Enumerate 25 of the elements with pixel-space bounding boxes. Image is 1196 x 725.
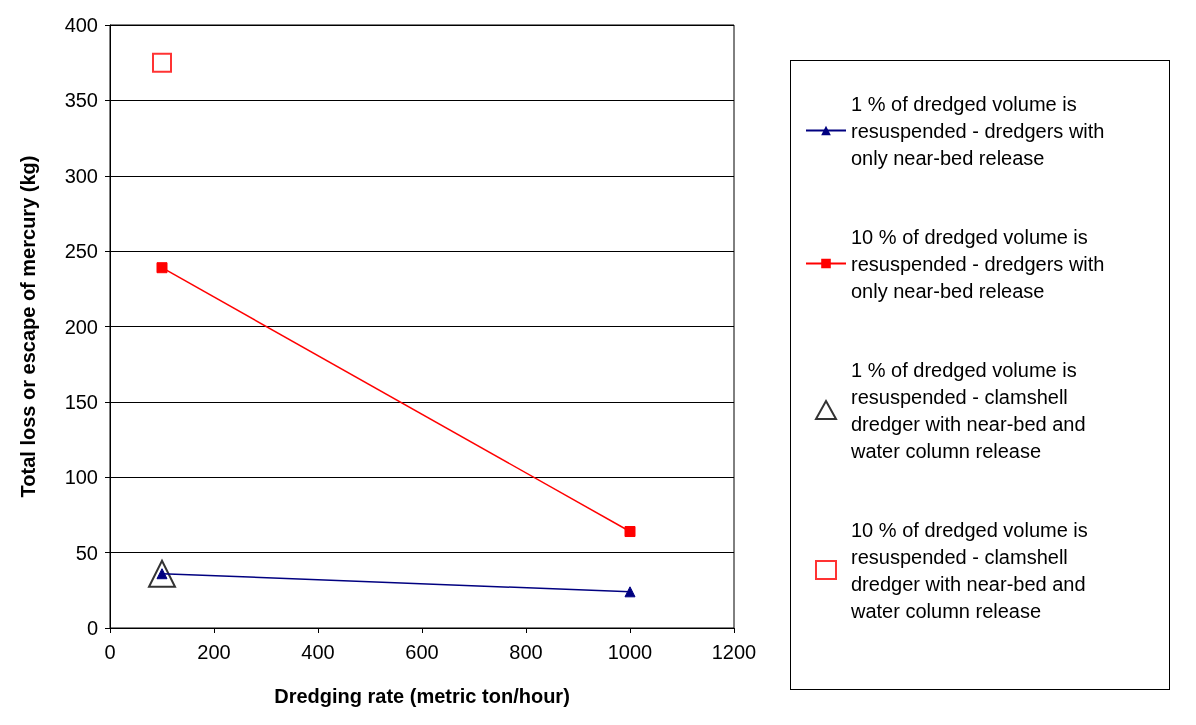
y-tick-label: 100 — [64, 466, 98, 489]
y-tick-label: 50 — [75, 541, 98, 564]
legend-label: 1 % of dredged volume is resuspended - clamshell dredger with near-bed and water column release — [850, 358, 1092, 462]
legend-label: 1 % of dredged volume is resuspended - dredgers with only near-bed release — [851, 92, 1111, 169]
legend-label: 10 % of dredged volume is resuspended - clamshell dredger with near-bed and water column release — [850, 518, 1094, 622]
legend-label: 10 % of dredged volume is resuspended - dredgers with only near-bed release — [851, 225, 1111, 302]
y-tick-label: 150 — [64, 390, 98, 413]
x-axis-title: Dredging rate (metric ton/hour) — [274, 685, 570, 707]
y-tick-label: 200 — [64, 315, 98, 338]
x-tick-label: 800 — [509, 641, 543, 663]
x-tick-label: 400 — [301, 641, 335, 663]
y-tick-label: 250 — [64, 240, 98, 263]
x-tick-label: 0 — [104, 641, 116, 663]
y-tick-label: 0 — [86, 617, 98, 639]
point — [624, 526, 636, 538]
x-tick-label: 1000 — [607, 641, 653, 663]
x-tick-label: 200 — [197, 641, 231, 663]
point — [152, 52, 172, 73]
y-tick-label: 350 — [64, 89, 98, 112]
x-tick-label: 1200 — [711, 641, 757, 663]
y-tick-label: 300 — [64, 164, 98, 187]
point — [156, 262, 168, 274]
x-tick-label: 600 — [405, 641, 439, 663]
y-tick-label: 400 — [64, 14, 98, 36]
y-axis-title: Total loss or escape of mercury (kg) — [17, 155, 39, 498]
